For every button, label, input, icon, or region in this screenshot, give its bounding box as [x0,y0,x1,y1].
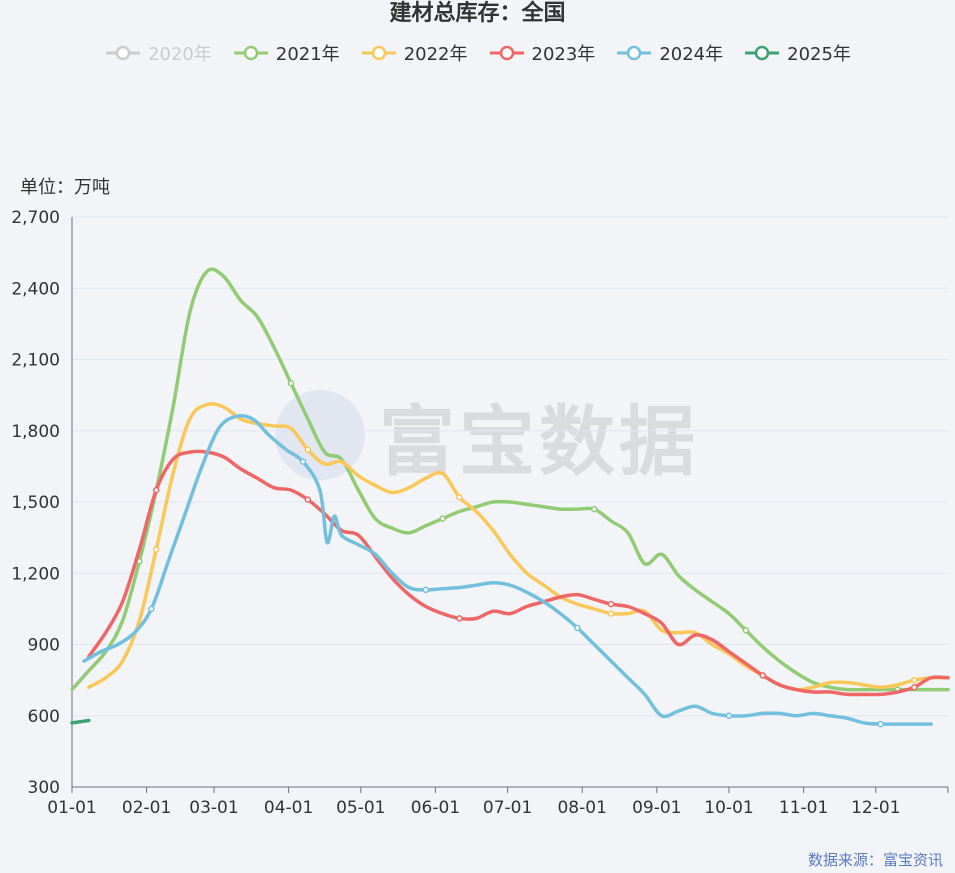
data-point [911,684,918,691]
legend-item-0[interactable]: 2020年 [104,40,212,66]
legend-label: 2025年 [787,44,851,65]
legend-item-2[interactable]: 2022年 [360,40,468,66]
data-point [299,458,307,465]
axis-layer: 300 600 900 1,200 1,500 1,800 2,100 2,400 2,700 0… [11,208,949,818]
series-line-4 [82,413,933,726]
data-point [456,494,463,501]
series-line-1 [70,267,950,692]
data-point [304,496,312,503]
data-point [456,615,463,622]
data-point [439,515,446,522]
series-layer [70,267,950,728]
legend: 2020年 2021年 2022年 2023年 2024年 2025年 [0,40,955,66]
series-line-3 [87,449,950,697]
series-line-2 [87,402,950,692]
data-point [759,672,766,679]
data-point [422,586,430,594]
y-tick-label: 1,800 [11,422,60,442]
y-tick-label: 2,100 [11,351,60,371]
legend-label: 2020年 [148,44,212,65]
x-tick-label: 06-01 [411,798,460,818]
x-tick-label: 04-01 [264,798,313,818]
data-point [911,676,918,684]
legend-swatch-icon [233,45,268,61]
legend-label: 2022年 [403,44,468,65]
legend-item-5[interactable]: 2025年 [743,40,851,66]
data-point [152,486,160,494]
data-point [742,627,750,634]
legend-item-1[interactable]: 2021年 [232,40,340,66]
data-point [287,380,295,387]
legend-label: 2024年 [659,44,724,65]
chart-title: 建材总库存：全国 [389,1,566,26]
y-tick-label: 600 [28,707,60,727]
x-tick-label: 07-01 [483,798,532,818]
data-source-label: 数据来源：富宝资讯 [807,851,943,869]
y-tick-label: 2,400 [11,279,60,299]
data-point [148,605,155,613]
legend-swatch-icon [489,45,524,61]
data-point [607,610,615,617]
x-tick-label: 09-01 [632,798,681,818]
x-tick-label: 12-01 [851,798,900,818]
y-tick-label: 2,700 [11,208,60,228]
y-tick-label: 1,500 [11,493,60,513]
data-point [574,624,581,632]
data-point [607,600,615,608]
legend-label: 2023年 [531,44,596,65]
legend-swatch-icon [745,45,780,61]
data-point [152,546,160,553]
y-axis-unit-label: 单位：万吨 [20,177,110,198]
x-tick-label: 01-01 [47,798,96,818]
data-point [590,505,598,513]
y-tick-label: 1,200 [11,564,60,584]
data-point [304,446,312,453]
x-tick-label: 03-01 [189,798,238,818]
data-point [877,720,884,728]
x-tick-label: 10-01 [704,798,753,818]
x-tick-label: 02-01 [122,798,171,818]
y-tick-label: 900 [28,636,60,656]
legend-swatch-icon [617,45,652,61]
grid-layer [72,216,948,717]
x-tick-label: 05-01 [336,798,385,818]
legend-label: 2021年 [275,44,340,65]
data-point [725,712,733,719]
x-tick-label: 11-01 [779,798,828,818]
x-tick-label: 08-01 [557,798,606,818]
legend-swatch-icon [106,45,141,61]
series-line-5 [70,718,91,725]
legend-item-4[interactable]: 2024年 [615,40,723,66]
y-tick-label: 300 [28,778,60,798]
legend-swatch-icon [361,45,396,61]
legend-item-3[interactable]: 2023年 [488,40,596,66]
